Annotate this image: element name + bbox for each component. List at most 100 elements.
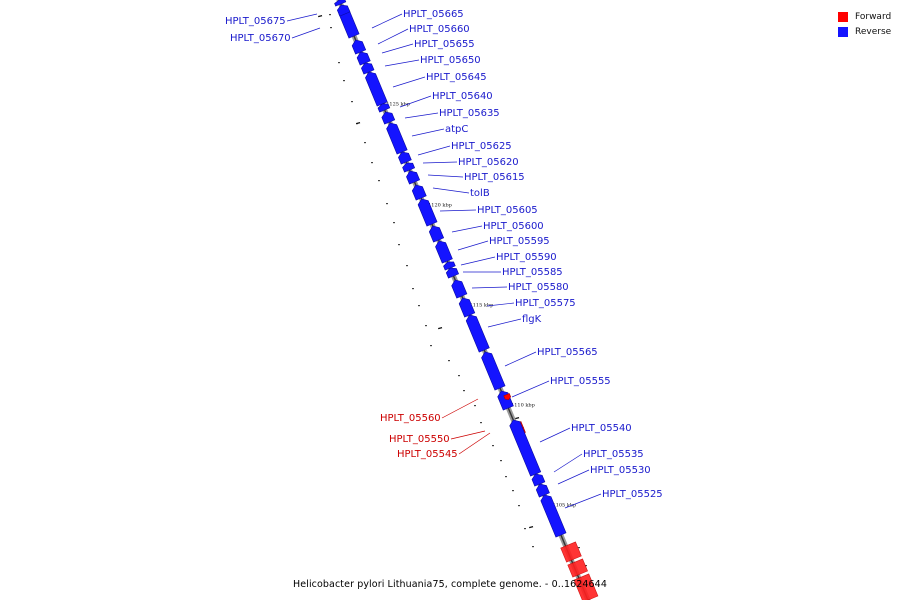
leader-line: [487, 318, 522, 328]
gene-arrow[interactable]: [405, 169, 421, 185]
gene-label-hplt_05555[interactable]: HPLT_05555: [550, 376, 611, 387]
leader-line: [539, 427, 571, 443]
gene-arrow[interactable]: [385, 121, 408, 155]
gene-label-hplt_05670[interactable]: HPLT_05670: [230, 33, 291, 44]
leader-line: [458, 432, 491, 455]
gene-label-hplt_05625[interactable]: HPLT_05625: [451, 141, 512, 152]
gene-label-hplt_05565[interactable]: HPLT_05565: [537, 347, 598, 358]
gene-arrow[interactable]: [496, 389, 514, 411]
gene-hplt_05635[interactable]: [380, 110, 396, 125]
gene-hplt_05640[interactable]: [377, 102, 391, 113]
gene-label-hplt_05590[interactable]: HPLT_05590: [496, 252, 557, 263]
gene-label-hplt_05530[interactable]: HPLT_05530: [590, 465, 651, 476]
gene-hplt_05675[interactable]: [334, 0, 347, 7]
gene-label-hplt_05525[interactable]: HPLT_05525: [602, 489, 663, 500]
gene-label-hplt_05620[interactable]: HPLT_05620: [458, 157, 519, 168]
dot-mark: [430, 345, 432, 347]
dash-mark: [318, 14, 323, 18]
gene-label-hplt_05645[interactable]: HPLT_05645: [426, 72, 487, 83]
dot-mark: [371, 162, 373, 164]
gene-label-hplt_05550[interactable]: HPLT_05550: [389, 434, 450, 445]
gene-hplt_05540[interactable]: [508, 418, 542, 477]
gene-hplt_05555[interactable]: [496, 389, 514, 411]
gene-hplt_05605[interactable]: [417, 197, 438, 227]
gene-arrow[interactable]: [450, 278, 468, 299]
dot-mark: [492, 445, 494, 447]
gene-label-hplt_05605[interactable]: HPLT_05605: [477, 205, 538, 216]
gene-label-hplt_05600[interactable]: HPLT_05600: [483, 221, 544, 232]
gene-arrow[interactable]: [428, 224, 445, 243]
gene-atpc[interactable]: [385, 121, 408, 155]
gene-arrow[interactable]: [480, 350, 506, 391]
gene-label-hplt_05575[interactable]: HPLT_05575: [515, 298, 576, 309]
gene-hplt_05660[interactable]: [351, 38, 367, 55]
dot-mark: [386, 203, 388, 205]
dot-mark: [351, 101, 353, 103]
gene-hplt_05625[interactable]: [397, 150, 412, 165]
gene-labels: HPLT_05675 HPLT_05670 HPLT_05665 HPLT_05660…: [225, 9, 663, 509]
gene-hplt_05560[interactable]: [503, 393, 512, 401]
gene-hplt_05645[interactable]: [364, 70, 388, 107]
gene-hplt_05575[interactable]: [458, 296, 476, 318]
gene-label-hplt_05535[interactable]: HPLT_05535: [583, 449, 644, 460]
gene-label-atpc[interactable]: atpC: [445, 124, 468, 135]
legend-forward-label: Forward: [855, 11, 892, 22]
dash-mark: [355, 121, 361, 125]
leader-line: [371, 13, 403, 29]
gene-label-hplt_05655[interactable]: HPLT_05655: [414, 39, 475, 50]
gene-label-hplt_05675[interactable]: HPLT_05675: [225, 16, 286, 27]
gene-hplt_05615[interactable]: [405, 169, 421, 185]
gene-arrow[interactable]: [539, 493, 567, 538]
leader-line: [404, 112, 439, 119]
gene-label-hplt_05640[interactable]: HPLT_05640: [432, 91, 493, 102]
leader-line: [439, 209, 477, 212]
gene-arrow[interactable]: [334, 0, 347, 7]
leader-line: [460, 256, 496, 266]
gene-features: [334, 0, 599, 600]
gene-arrow[interactable]: [508, 418, 542, 477]
gene-arrow[interactable]: [458, 296, 476, 318]
gene-hplt_05600[interactable]: [428, 224, 445, 243]
gene-arrow[interactable]: [402, 161, 416, 173]
gene-arrow[interactable]: [336, 3, 351, 17]
gene-arrow[interactable]: [380, 110, 396, 125]
gene-arrow[interactable]: [411, 183, 427, 201]
gene-arrow[interactable]: [445, 266, 460, 279]
gene-flgk[interactable]: [465, 313, 490, 353]
gene-label-flgk[interactable]: flgK: [522, 314, 542, 325]
gene-arrow[interactable]: [351, 38, 367, 55]
gene-label-hplt_05660[interactable]: HPLT_05660: [409, 24, 470, 35]
forward-feature-block: [567, 558, 588, 578]
leader-line: [486, 302, 515, 307]
gene-label-hplt_05540[interactable]: HPLT_05540: [571, 423, 632, 434]
gene-arrow[interactable]: [465, 313, 490, 353]
gene-arrow[interactable]: [377, 102, 391, 113]
gene-arrow[interactable]: [417, 197, 438, 227]
gene-hplt_05620[interactable]: [402, 161, 416, 173]
leader-line: [450, 430, 486, 440]
gene-label-hplt_05615[interactable]: HPLT_05615: [464, 172, 525, 183]
gene-label-tolb[interactable]: tolB: [470, 188, 490, 199]
gene-hplt_05585[interactable]: [445, 266, 460, 279]
gene-label-hplt_05560[interactable]: HPLT_05560: [380, 413, 441, 424]
gene-label-hplt_05545[interactable]: HPLT_05545: [397, 449, 458, 460]
gene-label-hplt_05580[interactable]: HPLT_05580: [508, 282, 569, 293]
gene-tolb[interactable]: [411, 183, 427, 201]
gene-label-hplt_05585[interactable]: HPLT_05585: [502, 267, 563, 278]
gene-hplt_05595[interactable]: [434, 239, 453, 264]
gene-arrow[interactable]: [397, 150, 412, 165]
gene-hplt_05565[interactable]: [480, 350, 506, 391]
dot-mark: [425, 325, 427, 327]
gene-hplt_05525[interactable]: [539, 493, 567, 538]
gene-label-hplt_05665[interactable]: HPLT_05665: [403, 9, 464, 20]
reverse-swatch: [838, 26, 848, 37]
gene-hplt_05580[interactable]: [450, 278, 468, 299]
gene-arrow[interactable]: [503, 393, 512, 401]
dash-mark: [437, 326, 443, 330]
gene-arrow[interactable]: [434, 239, 453, 264]
gene-label-hplt_05595[interactable]: HPLT_05595: [489, 236, 550, 247]
gene-label-hplt_05635[interactable]: HPLT_05635: [439, 108, 500, 119]
gene-hplt_05665[interactable]: [336, 3, 351, 17]
gene-arrow[interactable]: [364, 70, 388, 107]
gene-label-hplt_05650[interactable]: HPLT_05650: [420, 55, 481, 66]
